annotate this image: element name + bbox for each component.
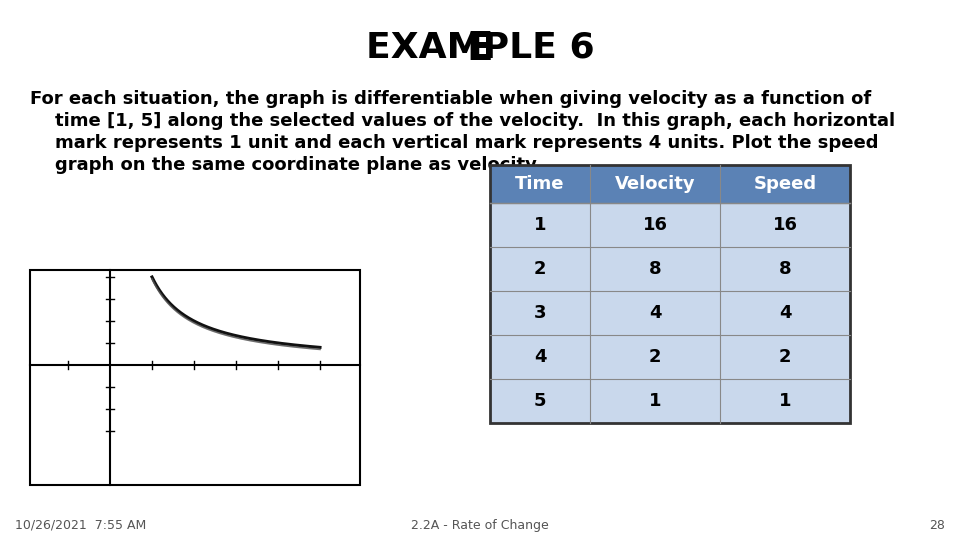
Text: 5: 5	[534, 392, 546, 410]
Text: For each situation, the graph is differentiable when giving velocity as a functi: For each situation, the graph is differe…	[30, 90, 872, 108]
Bar	[720, 291, 850, 335]
Text: graph on the same coordinate plane as velocity.: graph on the same coordinate plane as ve…	[30, 156, 542, 174]
Text: 2: 2	[779, 348, 791, 366]
Bar	[490, 203, 590, 247]
Text: 28: 28	[929, 519, 945, 532]
Bar	[720, 379, 850, 423]
Text: E: E	[467, 30, 493, 68]
Text: 8: 8	[649, 260, 661, 278]
Text: 4: 4	[534, 348, 546, 366]
Bar	[30, 270, 360, 485]
Text: 2.2A - Rate of Change: 2.2A - Rate of Change	[411, 519, 549, 532]
Text: 16: 16	[642, 216, 667, 234]
Text: mark represents 1 unit and each vertical mark represents 4 units. Plot the speed: mark represents 1 unit and each vertical…	[30, 134, 878, 152]
Bar	[490, 165, 590, 203]
Bar	[590, 165, 720, 203]
Text: 3: 3	[534, 304, 546, 322]
Bar	[590, 203, 720, 247]
Bar	[720, 247, 850, 291]
Bar	[590, 379, 720, 423]
Bar	[720, 335, 850, 379]
Text: 4: 4	[649, 304, 661, 322]
Bar	[720, 203, 850, 247]
Bar	[590, 335, 720, 379]
Text: 10/26/2021  7:55 AM: 10/26/2021 7:55 AM	[15, 519, 146, 532]
Text: 1: 1	[649, 392, 661, 410]
Text: 1: 1	[779, 392, 791, 410]
Text: time [1, 5] along the selected values of the velocity.  In this graph, each hori: time [1, 5] along the selected values of…	[30, 112, 895, 130]
Text: 2: 2	[534, 260, 546, 278]
Text: 8: 8	[779, 260, 791, 278]
Text: 1: 1	[534, 216, 546, 234]
Bar	[490, 335, 590, 379]
Text: 16: 16	[773, 216, 798, 234]
Bar	[590, 291, 720, 335]
Text: 2: 2	[649, 348, 661, 366]
Bar	[720, 165, 850, 203]
Bar	[590, 247, 720, 291]
Bar	[490, 165, 850, 423]
Text: Speed: Speed	[754, 175, 817, 193]
Bar	[490, 379, 590, 423]
Text: 4: 4	[779, 304, 791, 322]
Text: Time: Time	[516, 175, 564, 193]
Bar	[490, 291, 590, 335]
Bar	[490, 247, 590, 291]
Text: EXAMPLE 6: EXAMPLE 6	[366, 30, 594, 64]
Text: Velocity: Velocity	[614, 175, 695, 193]
